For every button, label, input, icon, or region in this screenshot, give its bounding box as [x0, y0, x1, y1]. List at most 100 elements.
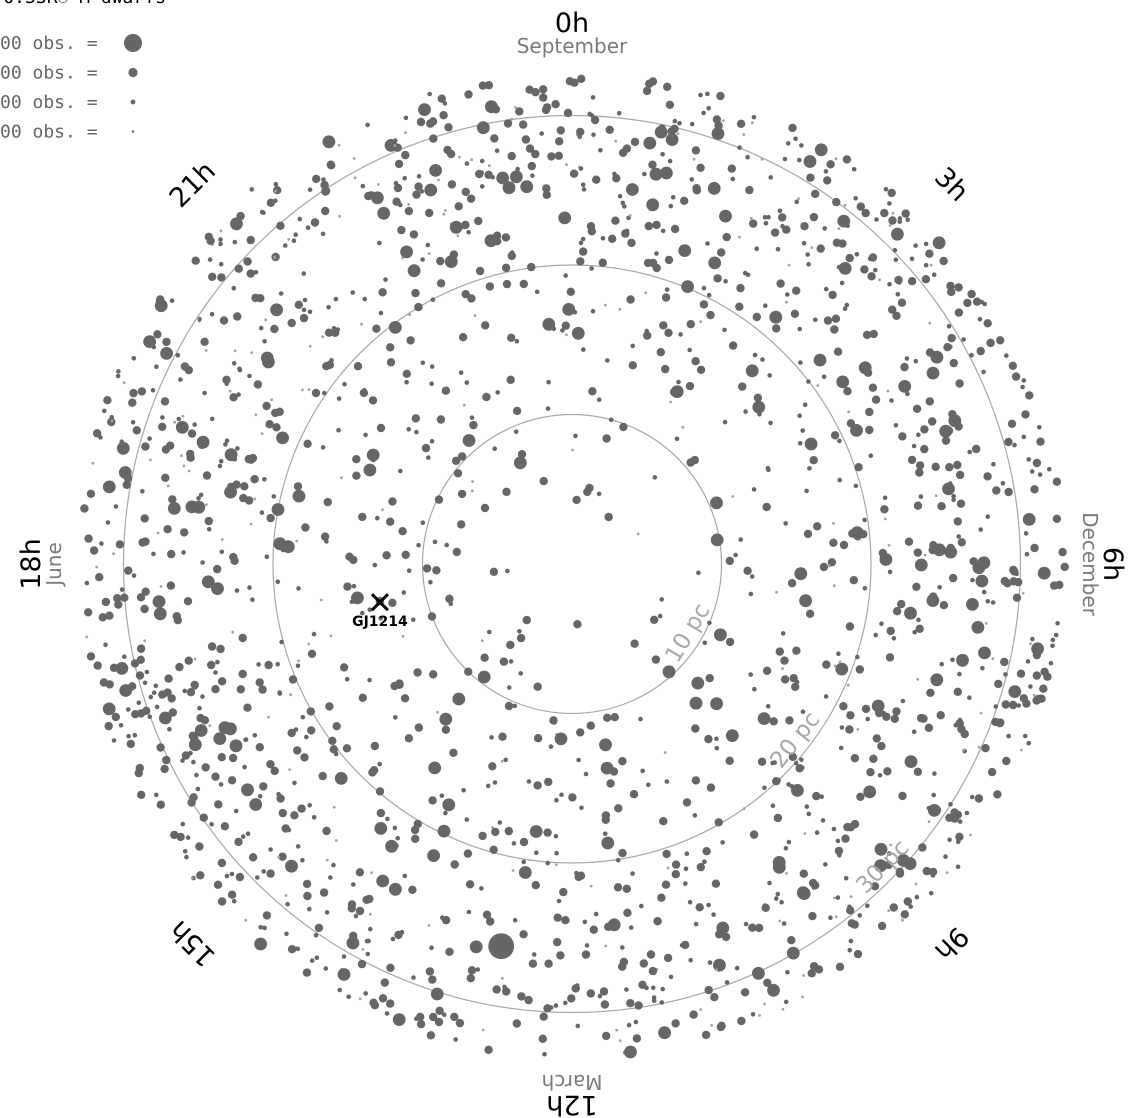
star-point — [563, 1000, 568, 1006]
star-point — [900, 362, 909, 372]
star-point — [711, 912, 716, 917]
star-point — [602, 1031, 611, 1041]
star-point — [528, 959, 538, 968]
star-point — [986, 338, 995, 348]
star-point — [855, 654, 860, 660]
star-point — [360, 322, 363, 326]
star-point — [265, 420, 274, 429]
star-point — [797, 157, 802, 163]
star-point — [115, 540, 125, 549]
star-point — [850, 424, 863, 437]
star-point — [775, 647, 784, 656]
star-point — [657, 613, 663, 619]
star-point — [1029, 642, 1032, 646]
star-point — [153, 683, 159, 689]
star-point — [350, 290, 356, 295]
star-point — [624, 987, 629, 992]
star-point — [696, 862, 705, 872]
star-point — [131, 356, 137, 361]
star-point — [753, 393, 763, 402]
star-point — [355, 868, 365, 877]
star-point — [601, 815, 610, 824]
star-point — [311, 388, 321, 398]
star-point — [531, 149, 540, 159]
star-point — [914, 882, 918, 886]
star-point — [475, 169, 484, 179]
star-point — [791, 784, 804, 797]
star-point — [276, 431, 289, 445]
star-point — [887, 544, 891, 547]
star-point — [266, 198, 276, 207]
star-point — [398, 468, 403, 474]
star-point — [630, 639, 639, 648]
star-point — [485, 783, 491, 789]
star-point — [978, 646, 991, 660]
star-point — [664, 779, 670, 784]
star-point — [151, 344, 157, 350]
star-point — [437, 178, 440, 182]
star-point — [494, 148, 500, 153]
star-point — [797, 326, 803, 332]
star-point — [821, 374, 827, 380]
star-point — [963, 298, 972, 308]
star-point — [846, 711, 855, 720]
star-point — [266, 513, 275, 523]
star-point — [763, 303, 768, 309]
star-point — [113, 594, 122, 603]
star-point — [392, 1013, 406, 1026]
star-point — [452, 547, 461, 557]
star-point — [775, 891, 781, 897]
star-point — [920, 425, 929, 434]
star-point — [262, 339, 267, 344]
star-point — [836, 375, 850, 389]
star-point — [360, 610, 365, 616]
star-point — [307, 309, 313, 315]
star-point — [441, 386, 451, 395]
star-point — [853, 483, 859, 489]
star-point — [823, 316, 833, 325]
star-point — [578, 166, 584, 171]
star-point — [651, 998, 657, 1004]
star-point — [175, 420, 189, 434]
star-point — [247, 373, 252, 379]
star-point — [640, 768, 645, 774]
star-point — [664, 255, 674, 265]
star-point — [398, 202, 403, 208]
star-point — [166, 484, 170, 488]
hour-label: 15h — [164, 914, 222, 972]
star-point — [209, 416, 215, 422]
star-point — [489, 845, 498, 854]
star-point — [477, 670, 491, 684]
star-point — [814, 965, 824, 974]
star-point — [104, 721, 113, 731]
star-point — [981, 589, 987, 595]
star-point — [947, 837, 952, 843]
star-point — [945, 813, 954, 822]
star-point — [378, 994, 388, 1003]
star-point — [402, 369, 411, 378]
star-point — [407, 203, 410, 206]
legend-marker — [130, 99, 136, 105]
star-point — [1024, 551, 1030, 557]
star-point — [301, 388, 304, 392]
star-point — [762, 903, 768, 908]
star-point — [643, 258, 653, 268]
star-point — [898, 380, 912, 393]
star-point — [1023, 531, 1029, 536]
star-point — [832, 197, 841, 207]
star-point — [905, 391, 910, 397]
star-point — [393, 144, 397, 148]
star-point — [449, 220, 463, 234]
star-point — [974, 794, 984, 803]
star-point — [466, 909, 472, 915]
star-point — [409, 230, 419, 239]
star-point — [716, 1022, 726, 1032]
star-point — [86, 489, 96, 498]
star-point — [556, 898, 562, 904]
star-point — [320, 445, 326, 450]
star-point — [670, 224, 680, 234]
star-point — [295, 844, 301, 849]
star-point — [388, 321, 402, 334]
star-point — [748, 591, 754, 597]
star-point — [162, 337, 171, 347]
